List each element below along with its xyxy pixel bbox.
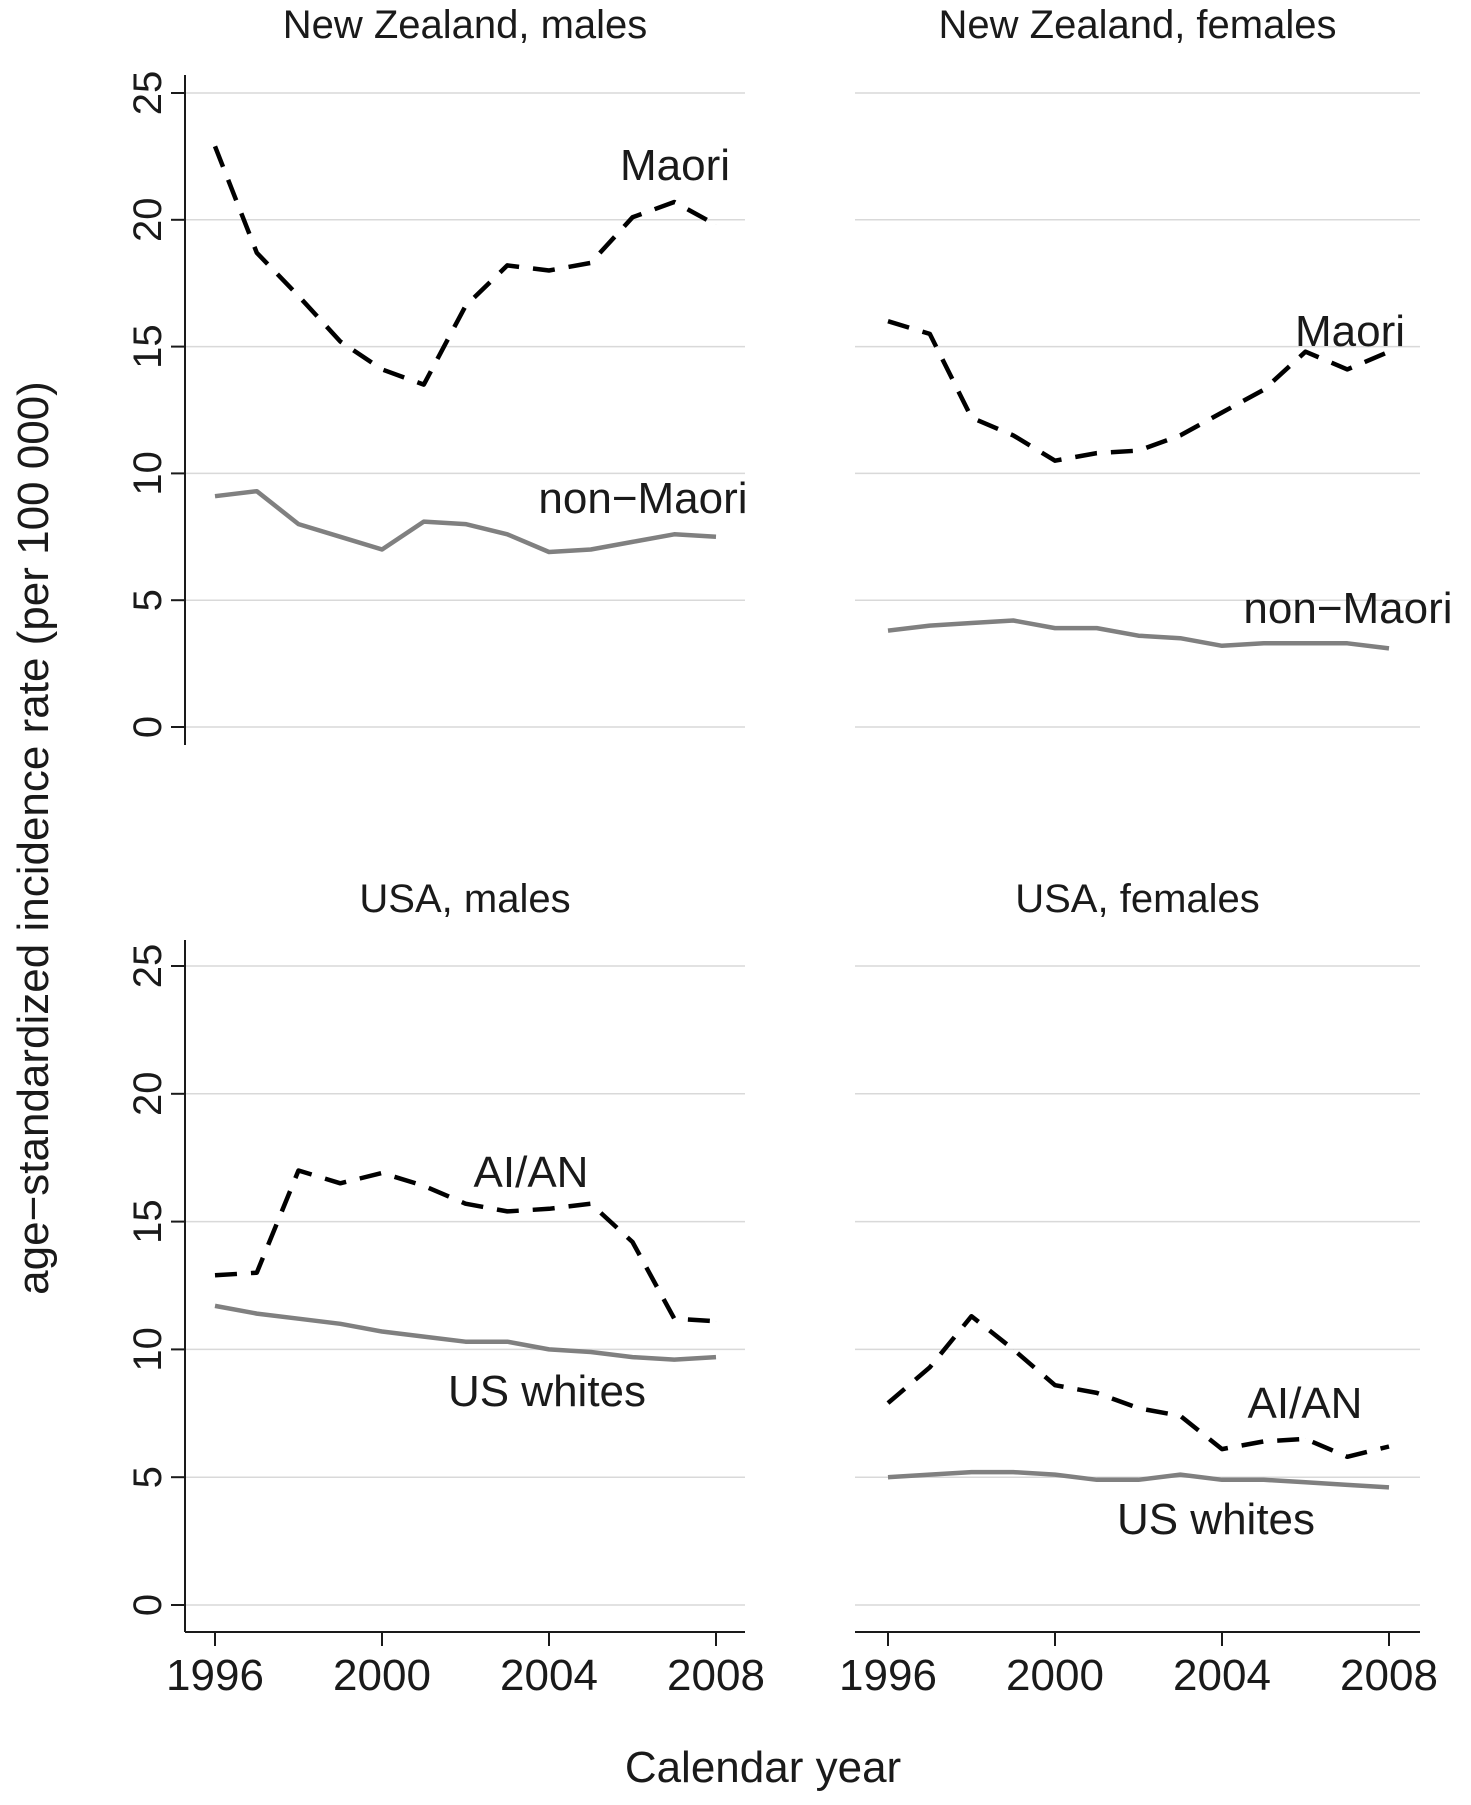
panel-title: USA, males: [359, 877, 570, 921]
x-tick-label: 2004: [1173, 1651, 1271, 1700]
y-tick-label: 25: [126, 944, 170, 989]
y-tick-label: 10: [126, 451, 170, 496]
x-tick-label: 1996: [839, 1651, 937, 1700]
series-label: AI/AN: [474, 1148, 589, 1197]
series-line-reference: [215, 1306, 716, 1360]
panel-title: New Zealand, males: [283, 3, 648, 47]
series-label: US whites: [1117, 1495, 1315, 1544]
x-tick-label: 2000: [1006, 1651, 1104, 1700]
x-tick-label: 1996: [166, 1651, 264, 1700]
y-axis-title: age−standardized incidence rate (per 100…: [9, 381, 58, 1295]
x-tick-label: 2004: [500, 1651, 598, 1700]
y-tick-label: 0: [126, 1594, 170, 1616]
series-label: AI/AN: [1248, 1379, 1363, 1428]
y-tick-label: 25: [126, 71, 170, 116]
y-tick-label: 5: [126, 1466, 170, 1488]
series-label: Maori: [620, 141, 730, 190]
series-label: Maori: [1295, 307, 1405, 356]
series-label: non−Maori: [1243, 584, 1452, 633]
x-tick-label: 2000: [333, 1651, 431, 1700]
y-tick-label: 15: [126, 324, 170, 369]
panel-title: New Zealand, females: [939, 3, 1337, 47]
x-tick-label: 2008: [1340, 1651, 1438, 1700]
x-tick-label: 2008: [667, 1651, 765, 1700]
series-line-primary: [215, 1171, 716, 1322]
y-tick-label: 20: [126, 1072, 170, 1117]
y-tick-label: 10: [126, 1327, 170, 1372]
y-tick-label: 5: [126, 589, 170, 611]
series-label: non−Maori: [538, 474, 747, 523]
y-tick-label: 0: [126, 716, 170, 738]
panel-title: USA, females: [1015, 877, 1260, 921]
y-tick-label: 20: [126, 198, 170, 243]
series-label: US whites: [448, 1367, 646, 1416]
y-tick-label: 15: [126, 1199, 170, 1244]
x-axis-title: Calendar year: [625, 1743, 901, 1792]
